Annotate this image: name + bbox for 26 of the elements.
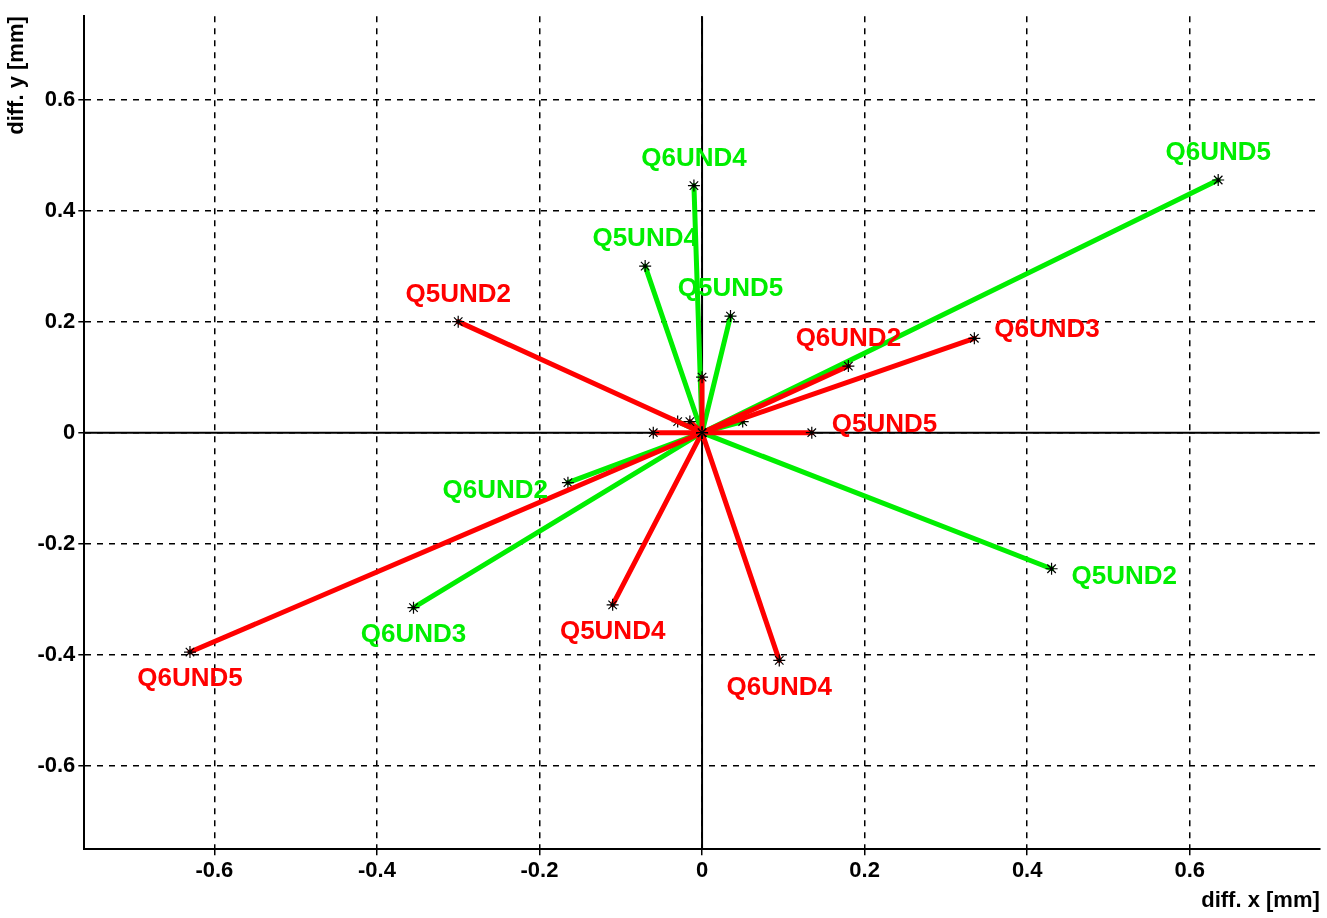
series-label: Q6UND5 — [1165, 136, 1271, 167]
x-tick-label: -0.2 — [520, 857, 559, 883]
x-tick-label: -0.4 — [357, 857, 397, 883]
x-axis-title: diff. x [mm] — [1201, 886, 1320, 912]
x-tick-label: 0.2 — [849, 857, 880, 883]
y-tick-label: -0.6 — [37, 751, 76, 777]
series-label: Q5UND5 — [831, 407, 938, 438]
x-tick-label: 0.4 — [1011, 857, 1044, 883]
y-tick-label: -0.4 — [37, 640, 77, 666]
y-tick-label: 0.4 — [44, 196, 77, 222]
series-label: Q6UND4 — [726, 670, 833, 701]
x-tick-label: -0.6 — [195, 857, 234, 883]
series-label: Q6UND3 — [360, 617, 467, 648]
y-axis-title: diff. y [mm] — [3, 16, 29, 135]
y-tick-label: 0.6 — [44, 85, 76, 111]
x-tick-label: 0.6 — [1174, 857, 1206, 883]
x-tick-label: 0 — [695, 857, 709, 883]
series-label: Q5UND2 — [1071, 559, 1178, 590]
series-label: Q5UND2 — [405, 277, 511, 308]
series-label: Q6UND2 — [442, 473, 548, 504]
y-tick-label: 0.2 — [44, 307, 76, 333]
series-label: Q5UND4 — [559, 615, 666, 646]
series-label: Q6UND5 — [137, 662, 243, 693]
series-label: Q6UND3 — [994, 313, 1100, 344]
y-tick-label: 0 — [63, 418, 76, 444]
y-tick-label: -0.2 — [37, 529, 76, 555]
